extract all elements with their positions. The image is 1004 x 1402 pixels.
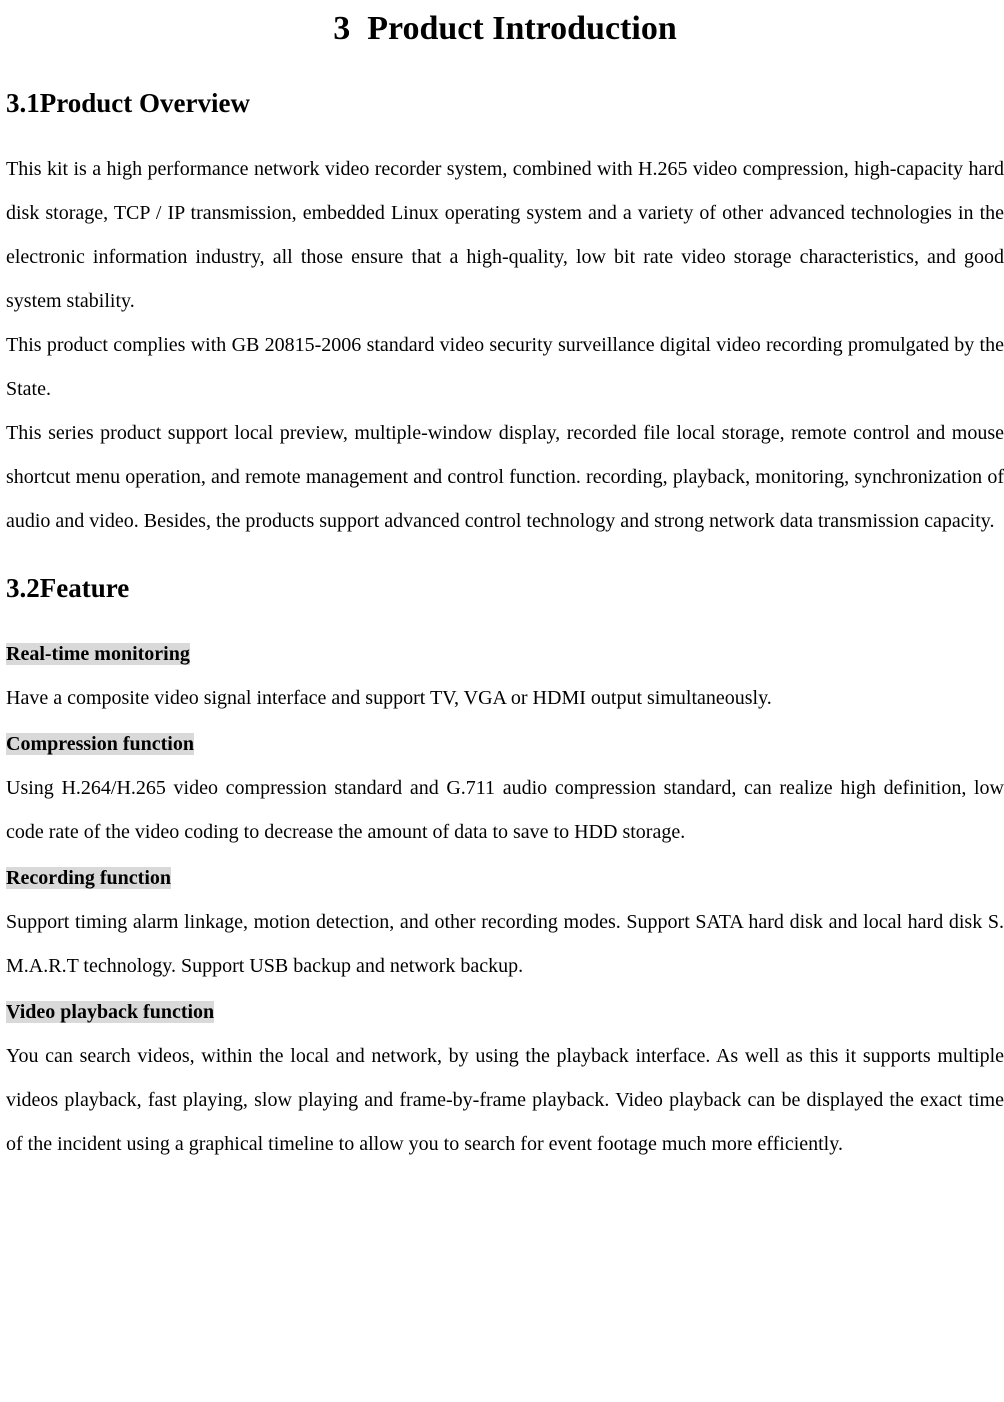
feature-desc: You can search videos, within the local … <box>6 1034 1004 1166</box>
feature-title: Video playback function <box>6 1001 214 1023</box>
section-title: Product Overview <box>40 88 250 118</box>
overview-paragraph: This product complies with GB 20815-2006… <box>6 323 1004 411</box>
feature-title: Compression function <box>6 733 194 755</box>
feature-title: Real-time monitoring <box>6 643 190 665</box>
section-heading-overview: 3.1Product Overview <box>6 88 1004 119</box>
overview-paragraph: This series product support local previe… <box>6 411 1004 543</box>
section-number: 3.1 <box>6 88 40 118</box>
chapter-title: 3 Product Introduction <box>6 10 1004 48</box>
feature-item: Video playback function You can search v… <box>6 990 1004 1166</box>
chapter-title-text: Product Introduction <box>367 10 677 47</box>
feature-desc: Support timing alarm linkage, motion det… <box>6 900 1004 988</box>
feature-desc: Using H.264/H.265 video compression stan… <box>6 766 1004 854</box>
document-page: 3 Product Introduction 3.1Product Overvi… <box>0 0 1004 1206</box>
section-number: 3.2 <box>6 573 40 603</box>
feature-item: Recording function Support timing alarm … <box>6 856 1004 988</box>
feature-desc: Have a composite video signal interface … <box>6 676 1004 720</box>
feature-item: Real-time monitoring Have a composite vi… <box>6 632 1004 720</box>
overview-paragraph: This kit is a high performance network v… <box>6 147 1004 323</box>
section-heading-feature: 3.2Feature <box>6 573 1004 604</box>
feature-title: Recording function <box>6 867 171 889</box>
chapter-number: 3 <box>333 10 350 47</box>
section-title: Feature <box>40 573 129 603</box>
feature-item: Compression function Using H.264/H.265 v… <box>6 722 1004 854</box>
